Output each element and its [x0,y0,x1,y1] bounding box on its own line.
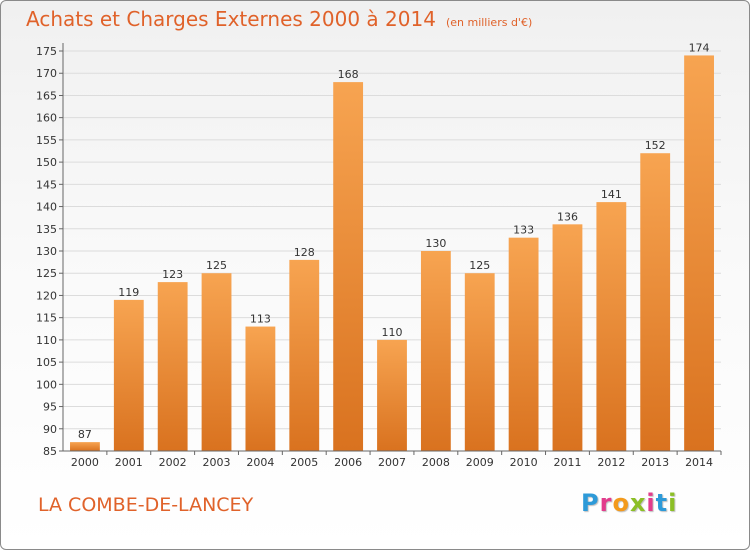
y-tick-label: 110 [36,334,57,347]
y-tick-label: 155 [36,134,57,147]
bar-value-label: 174 [689,41,710,54]
bar-value-label: 152 [645,139,666,152]
bar-value-label: 128 [294,246,315,259]
y-tick-label: 95 [43,401,57,414]
logo-letter: r [599,489,613,517]
y-tick-label: 135 [36,223,57,236]
logo-letter: i [668,489,678,517]
x-tick-label: 2006 [334,456,362,469]
x-tick-label: 2010 [510,456,538,469]
y-tick-label: 165 [36,89,57,102]
logo-letter: i [646,489,656,517]
y-axis: 85 90 95 100 105 110 115 120 125 130 135 140 145 150 1… [36,43,64,458]
x-tick-label: 2012 [597,456,625,469]
bar [420,251,451,451]
x-axis: 2000 2001 2002 2003 2004 2005 2006 2007 2008 2009… [63,450,722,469]
bar [333,82,364,451]
x-tick-label: 2008 [422,456,450,469]
bar [245,326,276,451]
bar [289,259,320,451]
title-text: Achats et Charges Externes 2000 à 2014 [26,7,436,31]
y-tick-label: 130 [36,245,57,258]
value-labels: 87 119 123 125 113 128 168 110 130 125 133 136 141 15… [78,41,710,441]
commune-name: LA COMBE-DE-LANCEY [38,494,254,516]
bar [684,55,714,451]
logo-letter: P [581,489,600,517]
bar-value-label: 125 [469,259,490,272]
logo-letter: o [612,489,630,517]
bars [70,55,714,451]
bar [640,153,671,451]
bar [508,237,539,451]
y-tick-label: 115 [36,312,57,325]
y-tick-label: 90 [43,423,57,436]
x-tick-label: 2004 [246,456,274,469]
bar-value-label: 168 [338,68,359,81]
bar [377,339,407,451]
y-tick-label: 170 [36,67,57,80]
bar-value-label: 141 [601,188,622,201]
bar [596,202,627,451]
y-tick-label: 85 [43,445,57,458]
x-tick-label: 2005 [290,456,318,469]
bar-value-label: 87 [78,428,92,441]
x-tick-label: 2007 [378,456,406,469]
y-tick-label: 105 [36,356,57,369]
y-tick-label: 100 [36,378,57,391]
x-tick-label: 2000 [71,456,99,469]
x-tick-label: 2003 [203,456,231,469]
x-tick-label: 2014 [685,456,713,469]
x-tick-label: 2011 [553,456,581,469]
y-tick-label: 175 [36,45,57,58]
bar [157,282,188,451]
y-tick-label: 140 [36,201,57,214]
x-tick-label: 2013 [641,456,669,469]
bar [70,442,100,451]
x-tick-label: 2009 [466,456,494,469]
bar [552,224,583,451]
y-tick-label: 125 [36,267,57,280]
bar-value-label: 133 [513,224,534,237]
y-tick-label: 145 [36,178,57,191]
chart-title: Achats et Charges Externes 2000 à 2014 (e… [26,7,532,31]
bar-value-label: 125 [206,259,227,272]
bar-value-label: 119 [118,286,139,299]
proxiti-logo: Proxiti [581,489,677,517]
logo-letter: t [655,489,669,517]
x-tick-label: 2001 [115,456,143,469]
logo-letter: x [629,489,647,517]
bar-value-label: 130 [425,237,446,250]
y-tick-label: 160 [36,112,57,125]
bar [113,299,144,451]
bar-value-label: 110 [382,326,403,339]
bar [201,273,232,451]
bar-value-label: 113 [250,313,271,326]
bar-value-label: 136 [557,210,578,223]
bar-value-label: 123 [162,268,183,281]
y-tick-label: 150 [36,156,57,169]
x-tick-label: 2002 [159,456,187,469]
chart-subtitle: (en milliers d'€) [445,16,533,29]
bar [464,273,495,451]
y-tick-label: 120 [36,289,57,302]
